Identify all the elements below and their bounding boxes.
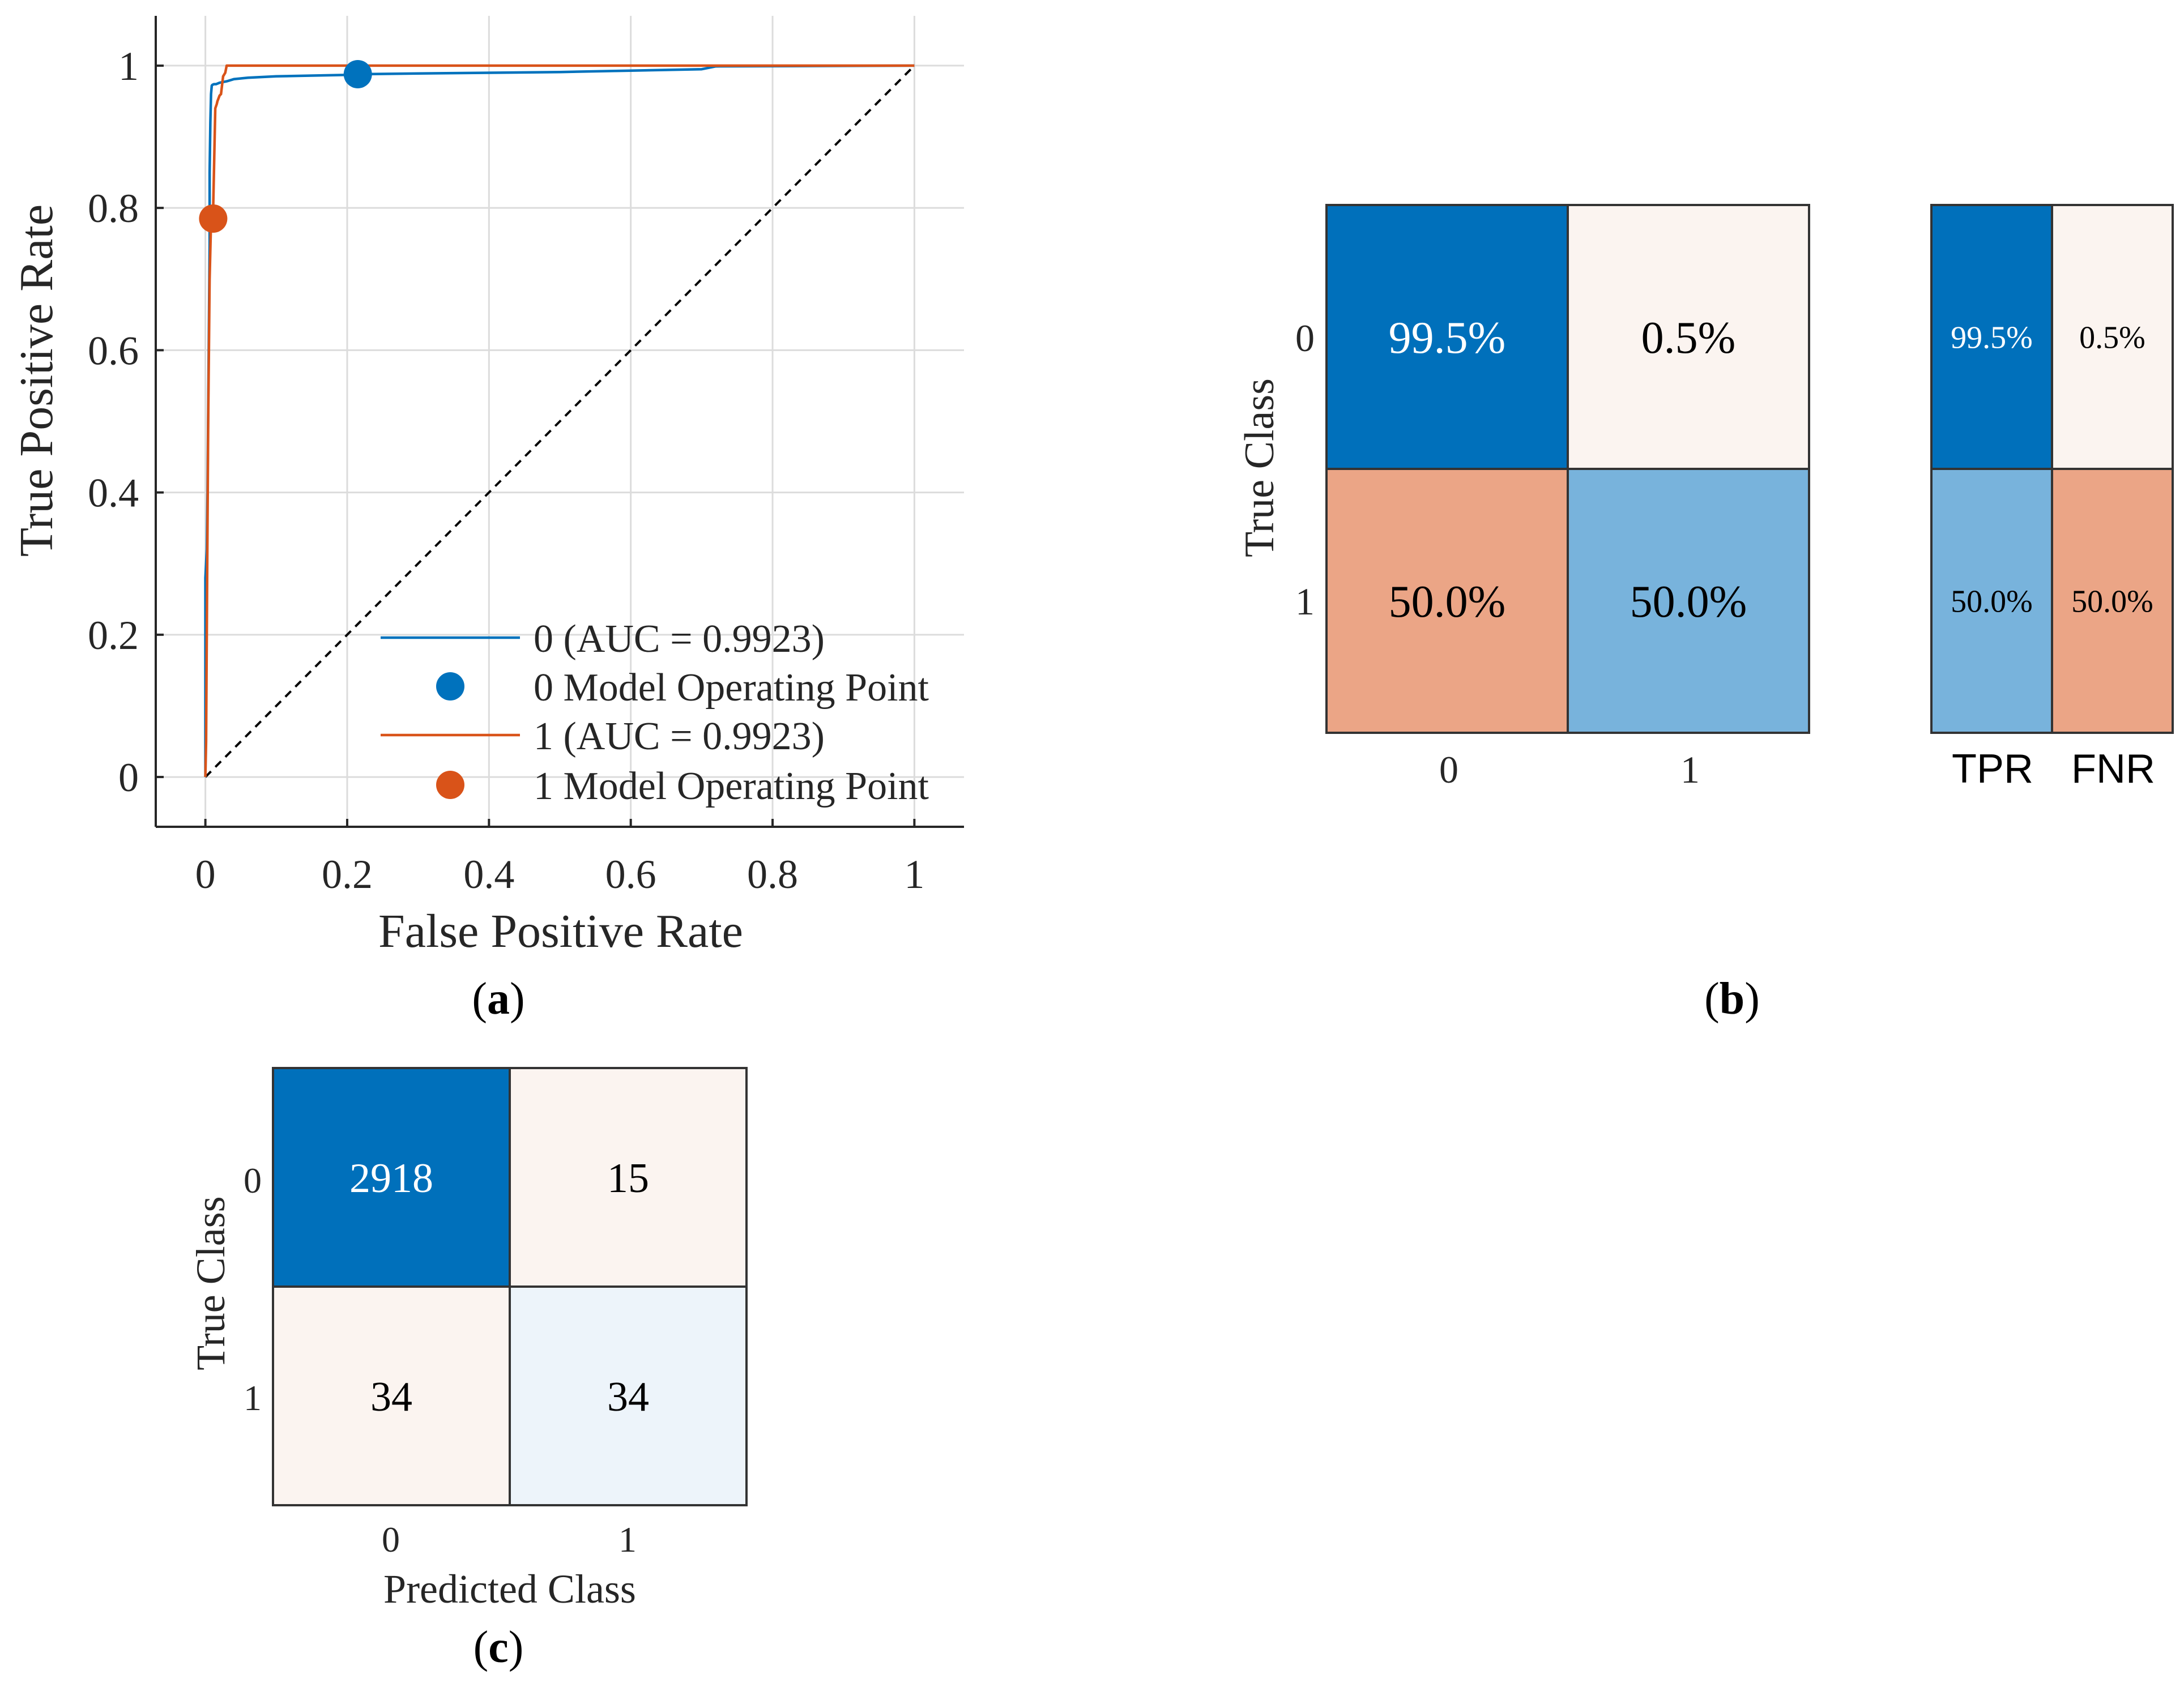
legend-marker-swatch xyxy=(436,771,464,799)
y-tick-label: 0.4 xyxy=(88,471,139,516)
cm-count-row-label-1: 1 xyxy=(244,1378,262,1418)
y-tick-label: 0.6 xyxy=(88,328,139,373)
cm-percent-col-label-1: 1 xyxy=(1680,748,1700,791)
x-tick-label: 0.8 xyxy=(747,852,798,897)
cm-count-cell-value: 34 xyxy=(370,1374,412,1420)
panel-label-a: (a) xyxy=(472,974,524,1024)
summary-cell-value: 99.5% xyxy=(1951,321,2033,356)
cm-count-cell-value: 2918 xyxy=(349,1155,433,1202)
cm-count-x-axis-label: Predicted Class xyxy=(383,1566,636,1612)
summary-cell xyxy=(1930,468,2053,734)
legend-entry-label: 0 Model Operating Point xyxy=(534,666,929,710)
cm-percent-cell xyxy=(1567,468,1810,734)
cm-percent-cell xyxy=(1325,204,1569,470)
roc-curve-series-1 xyxy=(204,64,915,778)
confusion-matrix-counts: 2918 15 34 34 True Class 0 1 0 1 Predicted … xyxy=(188,1067,748,1612)
y-tick-label: 0.2 xyxy=(88,613,139,658)
summary-cell xyxy=(2051,204,2174,470)
roc-y-axis-label: True Positive Rate xyxy=(10,204,63,557)
cm-count-col-label-0: 0 xyxy=(382,1519,400,1560)
summary-col-label-fnr: FNR xyxy=(2071,746,2155,792)
roc-axes xyxy=(155,16,964,828)
cm-percent-cell-value: 99.5% xyxy=(1389,313,1506,363)
cm-percent-row-label-0: 0 xyxy=(1295,317,1315,360)
confusion-matrix-percent: 99.5% 0.5%50.0% 50.0% 99.5% 0.5%50.0% 50.0% … xyxy=(1236,204,2174,792)
roc-series xyxy=(204,64,915,778)
cm-percent-cell-value: 0.5% xyxy=(1641,313,1736,363)
operating-point-1 xyxy=(199,204,228,233)
legend-entry-label: 1 Model Operating Point xyxy=(534,765,929,808)
x-tick-label: 1 xyxy=(904,852,924,897)
cm-count-row-label-0: 0 xyxy=(244,1160,262,1201)
x-tick-label: 0.2 xyxy=(322,852,373,897)
x-tick-label: 0.6 xyxy=(605,852,656,897)
cm-percent-cell-value: 50.0% xyxy=(1630,577,1747,627)
roc-ticks: 0 0.2 0.4 0.6 0.8 1 0 0.2 0.4 0.6 0.8 1 xyxy=(88,44,924,897)
cm-percent-cells: 99.5% 0.5% 50.0% 50.0% xyxy=(1325,204,1810,734)
cm-percent-row-label-1: 1 xyxy=(1295,580,1315,623)
x-tick-label: 0.4 xyxy=(463,852,514,897)
cm-percent-y-axis-label: True Class xyxy=(1236,378,1283,557)
cm-count-cells: 2918 15 34 34 xyxy=(272,1067,748,1506)
summary-cell xyxy=(1930,204,2053,470)
y-tick-label: 0 xyxy=(118,755,139,800)
x-tick-label: 0 xyxy=(195,852,216,897)
summary-cell xyxy=(2051,468,2174,734)
legend-entry-label: 1 (AUC = 0.9923) xyxy=(534,715,825,758)
operating-point-0 xyxy=(343,60,372,89)
roc-chart: 0 0.2 0.4 0.6 0.8 1 0 0.2 0.4 0.6 0.8 1 0 (AUC = 0.… xyxy=(10,16,964,958)
summary-cell-value: 0.5% xyxy=(2079,321,2145,356)
legend-marker-swatch xyxy=(436,672,464,701)
roc-legend: 0 (AUC = 0.9923) 0 Model Operating Point 1… xyxy=(381,617,929,808)
cm-count-cell xyxy=(509,1285,748,1506)
legend-entry-label: 0 (AUC = 0.9923) xyxy=(534,617,825,661)
cm-percent-col-label-0: 0 xyxy=(1439,748,1458,791)
chance-diagonal-line xyxy=(204,65,915,778)
operating-points xyxy=(199,60,372,233)
cm-count-y-axis-label: True Class xyxy=(188,1196,233,1370)
cm-count-cell-value: 34 xyxy=(607,1374,649,1420)
summary-cell-value: 50.0% xyxy=(2071,584,2153,620)
cm-count-cell-value: 15 xyxy=(607,1155,649,1202)
cm-percent-cell-value: 50.0% xyxy=(1389,577,1506,627)
roc-x-axis-label: False Positive Rate xyxy=(378,905,743,958)
y-tick-label: 0.8 xyxy=(88,186,139,231)
cm-summary-cells: 99.5% 0.5% 50.0% 50.0% xyxy=(1930,204,2174,734)
summary-col-label-tpr: TPR xyxy=(1952,746,2033,792)
panel-label-b: (b) xyxy=(1704,974,1760,1024)
roc-grid xyxy=(156,16,964,827)
cm-percent-cell xyxy=(1325,468,1569,734)
panel-label-c: (c) xyxy=(474,1622,524,1672)
cm-count-col-label-1: 1 xyxy=(618,1519,637,1560)
y-tick-label: 1 xyxy=(118,44,139,89)
summary-cell-value: 50.0% xyxy=(1951,584,2033,620)
